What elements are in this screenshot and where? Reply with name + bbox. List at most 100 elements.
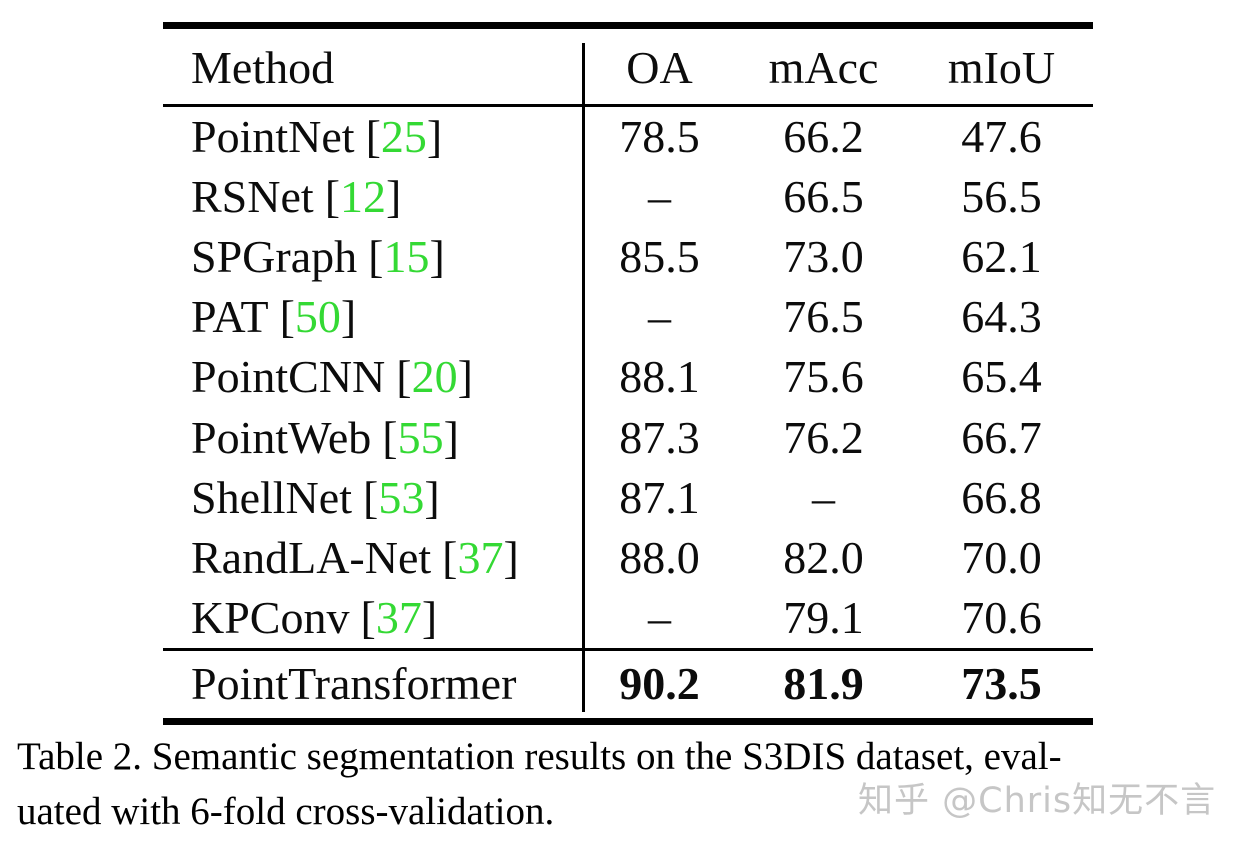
- method-cell: PointWeb [55]: [163, 411, 582, 463]
- citation-bracket-open: [: [442, 531, 458, 583]
- miou-value: 66.7: [961, 411, 1042, 463]
- citation-number: 50: [294, 291, 341, 343]
- macc-value: 81.9: [783, 658, 864, 710]
- citation-bracket-open: [: [324, 171, 341, 223]
- miou-value: 47.6: [961, 111, 1042, 163]
- final-divider-rule: [163, 647, 1093, 651]
- citation-bracket-close: ]: [426, 111, 443, 163]
- miou-value: 70.0: [961, 531, 1042, 583]
- citation-bracket-close: ]: [386, 171, 402, 223]
- citation-bracket-open: [: [279, 291, 295, 343]
- miou-value: 64.3: [961, 291, 1042, 343]
- citation-number: 37: [375, 591, 422, 643]
- oa-value: 87.3: [619, 411, 700, 463]
- oa-value: 90.2: [619, 658, 700, 710]
- macc-value: 73.0: [783, 231, 864, 283]
- citation-ref[interactable]: [50]: [280, 291, 357, 342]
- method-name: PointWeb: [191, 411, 372, 463]
- method-name: RSNet: [191, 171, 314, 223]
- table-row: PAT [50] – 76.5 64.3: [163, 287, 1093, 347]
- method-cell: PointCNN [20]: [163, 354, 582, 400]
- method-name: ShellNet: [191, 471, 352, 523]
- table-row: KPConv [37] – 79.1 70.6: [163, 588, 1093, 648]
- method-name: PAT: [191, 291, 269, 343]
- oa-value: –: [648, 291, 671, 343]
- method-cell: PAT [50]: [163, 294, 582, 340]
- macc-value: 76.5: [783, 291, 864, 343]
- header-miou: mIoU: [947, 41, 1056, 93]
- citation-bracket-close: ]: [340, 291, 357, 343]
- citation-bracket-open: [: [360, 591, 376, 643]
- miou-value: 73.5: [961, 658, 1042, 710]
- miou-value: 70.6: [961, 591, 1042, 643]
- oa-value: 85.5: [619, 231, 700, 283]
- citation-bracket-close: ]: [503, 531, 519, 583]
- macc-value: 66.2: [783, 111, 864, 163]
- method-cell: RSNet [12]: [163, 174, 582, 220]
- citation-bracket-open: [: [382, 411, 398, 463]
- citation-ref[interactable]: [37]: [442, 532, 519, 583]
- method-cell: KPConv [37]: [163, 591, 582, 643]
- citation-bracket-open: [: [368, 231, 384, 283]
- citation-ref[interactable]: [25]: [366, 111, 443, 162]
- citation-number: 15: [383, 231, 430, 283]
- caption-line-2: uated with 6-fold cross-validation.: [17, 790, 555, 833]
- citation-number: 20: [411, 351, 458, 403]
- column-divider-line: [582, 43, 585, 712]
- miou-value: 56.5: [961, 171, 1042, 223]
- table-body: PointNet [25] 78.5 66.2 47.6 RSNet [12] – …: [163, 107, 1093, 648]
- macc-value: 76.2: [783, 411, 864, 463]
- citation-ref[interactable]: [12]: [325, 171, 402, 222]
- macc-value: 82.0: [783, 531, 864, 583]
- results-table: Method OA mAcc mIoU PointNet [25] 78.5 66…: [163, 22, 1093, 725]
- header-divider-rule: [163, 104, 1093, 107]
- table-row: PointWeb [55] 87.3 76.2 66.7: [163, 407, 1093, 467]
- table-row: PointNet [25] 78.5 66.2 47.6: [163, 107, 1093, 167]
- header-method: Method: [191, 41, 335, 93]
- table-row: ShellNet [53] 87.1 – 66.8: [163, 468, 1093, 528]
- oa-value: 78.5: [619, 111, 700, 163]
- zhihu-watermark: 知乎 @Chris知无不言: [858, 781, 1217, 821]
- citation-bracket-close: ]: [421, 591, 438, 643]
- citation-ref[interactable]: [37]: [360, 592, 437, 643]
- oa-value: 87.1: [619, 471, 700, 523]
- citation-number: 25: [380, 111, 427, 163]
- oa-value: 88.1: [619, 351, 700, 403]
- table-bottom-rule: [163, 717, 1093, 725]
- oa-value: –: [648, 591, 671, 643]
- method-cell: SPGraph [15]: [163, 234, 582, 280]
- method-name: KPConv: [191, 591, 350, 643]
- oa-value: 88.0: [619, 531, 700, 583]
- macc-value: –: [812, 471, 835, 523]
- method-cell: PointNet [25]: [163, 114, 582, 160]
- citation-ref[interactable]: [55]: [382, 412, 459, 463]
- table-row: RSNet [12] – 66.5 56.5: [163, 167, 1093, 227]
- caption-line-1: Table 2. Semantic segmentation results o…: [17, 735, 1062, 778]
- table-row-pointtransformer: PointTransformer 90.2 81.9 73.5: [163, 651, 1093, 718]
- method-name: SPGraph: [191, 231, 358, 283]
- oa-value: –: [648, 171, 671, 223]
- citation-bracket-open: [: [362, 471, 379, 523]
- citation-bracket-close: ]: [443, 411, 459, 463]
- citation-bracket-close: ]: [429, 231, 445, 283]
- citation-ref[interactable]: [20]: [396, 351, 473, 402]
- table-caption: Table 2. Semantic segmentation results o…: [17, 729, 1247, 839]
- citation-bracket-open: [: [365, 111, 381, 163]
- macc-value: 75.6: [783, 351, 864, 403]
- miou-value: 62.1: [961, 231, 1042, 283]
- citation-number: 12: [340, 171, 387, 223]
- method-name: RandLA-Net: [191, 531, 432, 583]
- macc-value: 66.5: [783, 171, 864, 223]
- method-cell: RandLA-Net [37]: [163, 531, 582, 583]
- citation-ref[interactable]: [53]: [363, 472, 440, 523]
- header-oa: OA: [626, 41, 693, 93]
- macc-value: 79.1: [783, 591, 864, 643]
- table-row: PointCNN [20] 88.1 75.6 65.4: [163, 347, 1093, 407]
- miou-value: 66.8: [961, 471, 1042, 523]
- table-row: SPGraph [15] 85.5 73.0 62.1: [163, 227, 1093, 287]
- citation-bracket-open: [: [396, 351, 412, 403]
- citation-number: 53: [378, 471, 425, 523]
- citation-ref[interactable]: [15]: [368, 231, 445, 282]
- table-row: RandLA-Net [37] 88.0 82.0 70.0: [163, 528, 1093, 588]
- citation-number: 37: [457, 531, 504, 583]
